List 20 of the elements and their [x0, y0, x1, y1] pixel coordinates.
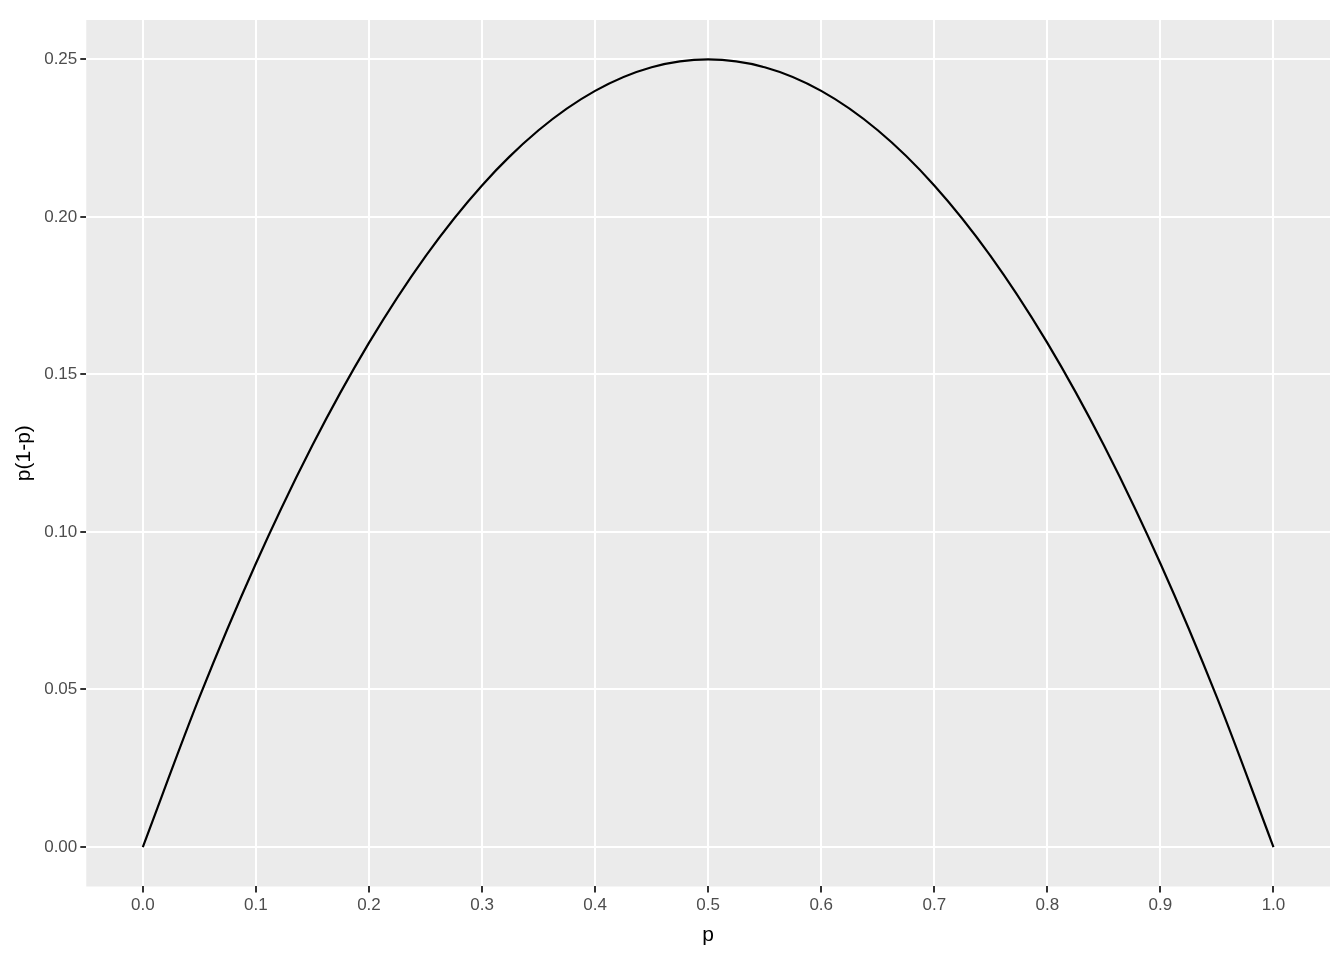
- x-tick-label: 0.2: [357, 895, 381, 915]
- y-tick-label: 0.10: [44, 521, 78, 541]
- x-tick-label: 0.9: [1148, 895, 1173, 915]
- x-tick-label: 1.0: [1261, 895, 1286, 915]
- y-tick-label: 0.25: [44, 49, 78, 69]
- x-tick-label: 0.0: [131, 895, 155, 915]
- x-tick-label: 0.3: [470, 895, 494, 915]
- y-tick-label: 0.00: [44, 836, 78, 856]
- x-tick-label: 0.4: [583, 895, 607, 915]
- x-tick-label: 0.7: [922, 895, 947, 915]
- y-tick-label: 0.05: [44, 679, 78, 699]
- x-tick-label: 0.8: [1035, 895, 1060, 915]
- y-tick-label: 0.20: [44, 206, 78, 226]
- line-series: [141, 58, 1275, 849]
- y-axis-title: p(1-p): [11, 425, 35, 482]
- x-tick-label: 0.6: [809, 895, 834, 915]
- y-tick-label: 0.15: [44, 364, 78, 384]
- x-axis-title: p: [702, 922, 714, 946]
- x-tick-label: 0.5: [696, 895, 720, 915]
- x-tick-label: 0.1: [244, 895, 268, 915]
